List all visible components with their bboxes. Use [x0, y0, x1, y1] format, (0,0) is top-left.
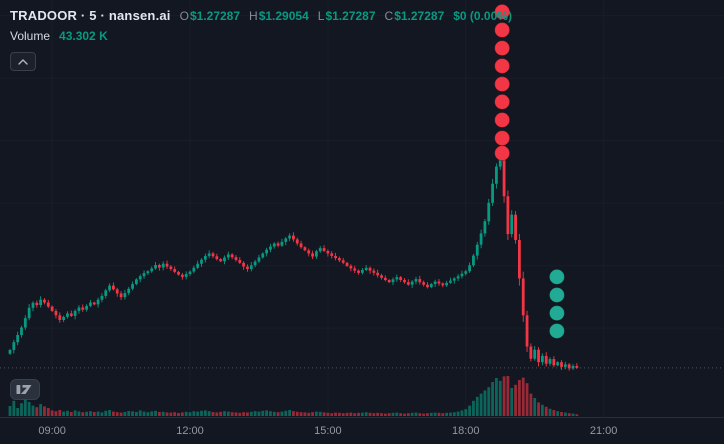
svg-text:18:00: 18:00: [452, 425, 480, 437]
candlesticks: [8, 151, 579, 371]
svg-text:09:00: 09:00: [38, 425, 66, 437]
ohlc-low-value: $1.27287: [325, 9, 376, 23]
change-value: $0 (0.00%): [453, 9, 512, 23]
volume-row: Volume 43.302 K: [10, 29, 512, 43]
ohlc-open-label: O: [179, 9, 189, 23]
volume-bars: [8, 376, 579, 416]
legend-collapse-button[interactable]: [10, 52, 36, 71]
ohlc-open: O $1.27287: [180, 9, 240, 23]
symbol-title[interactable]: TRADOOR · 5 · nansen.ai: [10, 8, 171, 23]
ohlc-close-value: $1.27287: [394, 9, 445, 23]
tradingview-logo[interactable]: [10, 379, 40, 400]
time-axis[interactable]: 09:00 12:00 15:00 18:00 21:00: [0, 417, 724, 438]
svg-text:21:00: 21:00: [590, 425, 618, 437]
tradingview-logo-icon: [10, 379, 40, 400]
ohlc-close: C $1.27287: [385, 9, 445, 23]
ohlc-open-value: $1.27287: [189, 9, 241, 23]
ohlc-high-value: $1.29054: [258, 9, 309, 23]
chart-legend: TRADOOR · 5 · nansen.ai O $1.27287 H $1.…: [10, 8, 512, 71]
grid-lines: [0, 0, 724, 417]
svg-text:15:00: 15:00: [314, 425, 342, 437]
chevron-up-icon: [18, 58, 28, 65]
buy-marker-dots: [548, 268, 565, 339]
ohlc-low-label: L: [317, 9, 325, 23]
sell-marker-dots: [494, 3, 511, 162]
ohlc-low: L $1.27287: [318, 9, 376, 23]
ohlc-high: H $1.29054: [249, 9, 309, 23]
ohlc-high-label: H: [249, 9, 258, 23]
volume-label[interactable]: Volume: [10, 29, 51, 43]
volume-value: 43.302 K: [59, 29, 108, 43]
symbol-row: TRADOOR · 5 · nansen.ai O $1.27287 H $1.…: [10, 8, 512, 23]
ohlc-close-label: C: [384, 9, 394, 23]
svg-text:12:00: 12:00: [176, 425, 204, 437]
